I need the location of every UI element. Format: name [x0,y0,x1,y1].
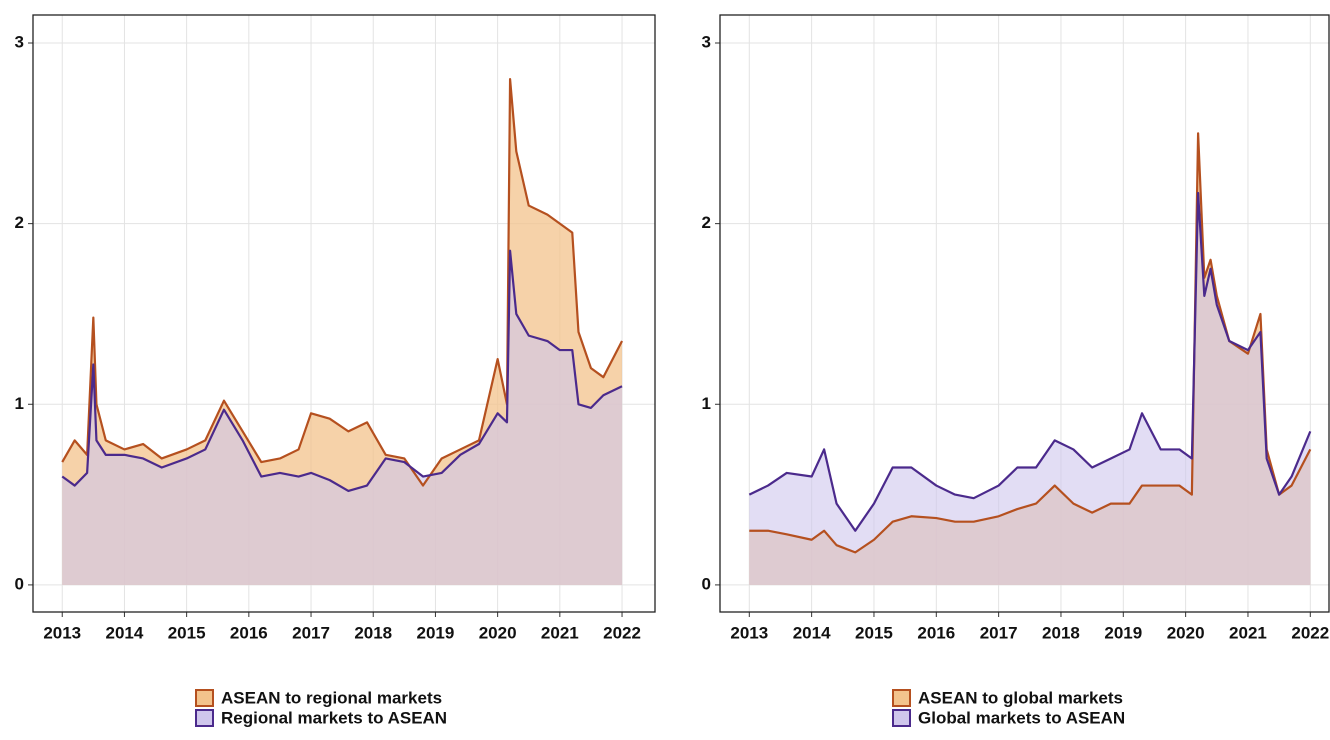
x-tick-label: 2019 [1104,623,1142,642]
x-tick-label: 2022 [603,623,641,642]
series-line [61,78,624,487]
y-tick-label: 2 [702,213,711,232]
x-tick-label: 2014 [793,623,831,642]
legend-label: ASEAN to regional markets [221,688,442,707]
panel: 0 1 2 3 2013 2014 2015 2016 2017 2018 2019 2020 2021… [702,14,1330,727]
x-tick-label: 2016 [230,623,268,642]
x-tick-label: 2017 [292,623,330,642]
x-tick-label: 2018 [354,623,392,642]
legend-label: Regional markets to ASEAN [221,708,447,727]
legend-swatch [892,709,911,727]
legend-swatch [892,689,911,707]
y-tick-label: 1 [702,394,711,413]
x-tick-label: 2013 [43,623,81,642]
x-tick-label: 2017 [980,623,1018,642]
legend-swatch [195,689,214,707]
x-tick-label: 2018 [1042,623,1080,642]
panel: 0 1 2 3 2013 2014 2015 2016 2017 2018 2019 2020 2021… [15,14,656,727]
y-tick-label: 1 [15,394,24,413]
x-tick-label: 2020 [1167,623,1205,642]
area-fill [62,250,623,585]
plot-border [719,14,1330,613]
x-tick-label: 2015 [855,623,893,642]
y-tick-label: 0 [15,574,24,593]
x-tick-label: 2020 [479,623,517,642]
y-tick-label: 2 [15,213,24,232]
series-line [61,249,623,493]
legend-label: ASEAN to global markets [918,688,1123,707]
legend-swatch [195,709,214,727]
legend-label: Global markets to ASEAN [918,708,1125,727]
x-tick-label: 2015 [168,623,206,642]
x-tick-label: 2019 [417,623,455,642]
x-tick-label: 2021 [1229,623,1267,642]
x-tick-label: 2022 [1291,623,1329,642]
series-line [748,191,1312,532]
plot-border [32,14,656,613]
x-tick-label: 2014 [106,623,144,642]
area-fill [749,192,1311,585]
x-tick-label: 2021 [541,623,579,642]
y-tick-label: 3 [15,32,24,51]
x-tick-label: 2013 [730,623,768,642]
y-tick-label: 3 [702,32,711,51]
y-tick-label: 0 [702,574,711,593]
x-tick-label: 2016 [917,623,955,642]
